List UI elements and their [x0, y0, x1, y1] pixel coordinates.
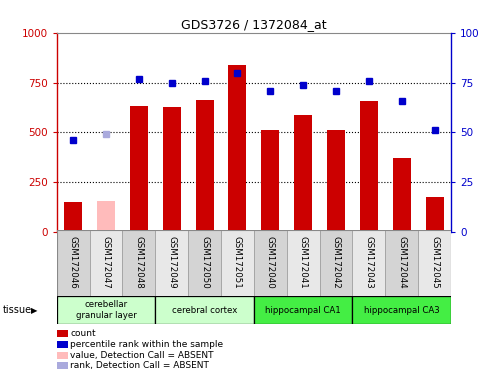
Text: GSM172051: GSM172051	[233, 236, 242, 288]
Bar	[196, 99, 213, 232]
Bar	[221, 230, 254, 298]
Bar	[130, 106, 148, 232]
Text: count: count	[70, 329, 96, 338]
Bar	[57, 296, 155, 324]
Bar	[155, 296, 254, 324]
Text: GSM172040: GSM172040	[266, 236, 275, 288]
Bar	[254, 296, 352, 324]
Bar	[360, 101, 378, 232]
Bar	[418, 230, 451, 298]
Text: GSM172050: GSM172050	[200, 236, 209, 288]
Bar	[163, 106, 181, 232]
Text: tissue: tissue	[2, 305, 32, 315]
Text: GSM172045: GSM172045	[430, 236, 439, 288]
Text: GSM172047: GSM172047	[102, 236, 110, 288]
Bar	[386, 230, 418, 298]
Text: GSM172048: GSM172048	[135, 236, 143, 288]
Text: cerebellar
granular layer: cerebellar granular layer	[75, 300, 137, 320]
Text: hippocampal CA1: hippocampal CA1	[265, 306, 341, 314]
Text: hippocampal CA3: hippocampal CA3	[364, 306, 440, 314]
Bar	[393, 159, 411, 232]
Bar	[425, 197, 444, 232]
Bar	[64, 202, 82, 232]
Bar	[261, 131, 280, 232]
Title: GDS3726 / 1372084_at: GDS3726 / 1372084_at	[181, 18, 327, 31]
Bar	[155, 230, 188, 298]
Text: ▶: ▶	[31, 306, 37, 315]
Text: GSM172049: GSM172049	[167, 236, 176, 288]
Text: GSM172043: GSM172043	[364, 236, 373, 288]
Text: cerebral cortex: cerebral cortex	[172, 306, 237, 314]
Text: value, Detection Call = ABSENT: value, Detection Call = ABSENT	[70, 351, 214, 360]
Text: GSM172046: GSM172046	[69, 236, 77, 288]
Text: GSM172041: GSM172041	[299, 236, 308, 288]
Bar	[294, 114, 312, 232]
Bar	[254, 230, 287, 298]
Text: rank, Detection Call = ABSENT: rank, Detection Call = ABSENT	[70, 361, 210, 371]
Bar	[352, 230, 386, 298]
Bar	[188, 230, 221, 298]
Text: GSM172044: GSM172044	[397, 236, 406, 288]
Bar	[57, 230, 90, 298]
Bar	[352, 296, 451, 324]
Bar	[327, 131, 345, 232]
Bar	[287, 230, 319, 298]
Bar	[122, 230, 155, 298]
Bar	[90, 230, 122, 298]
Text: GSM172042: GSM172042	[332, 236, 341, 288]
Bar	[228, 65, 246, 232]
Text: percentile rank within the sample: percentile rank within the sample	[70, 340, 224, 349]
Bar	[97, 201, 115, 232]
Bar	[319, 230, 352, 298]
